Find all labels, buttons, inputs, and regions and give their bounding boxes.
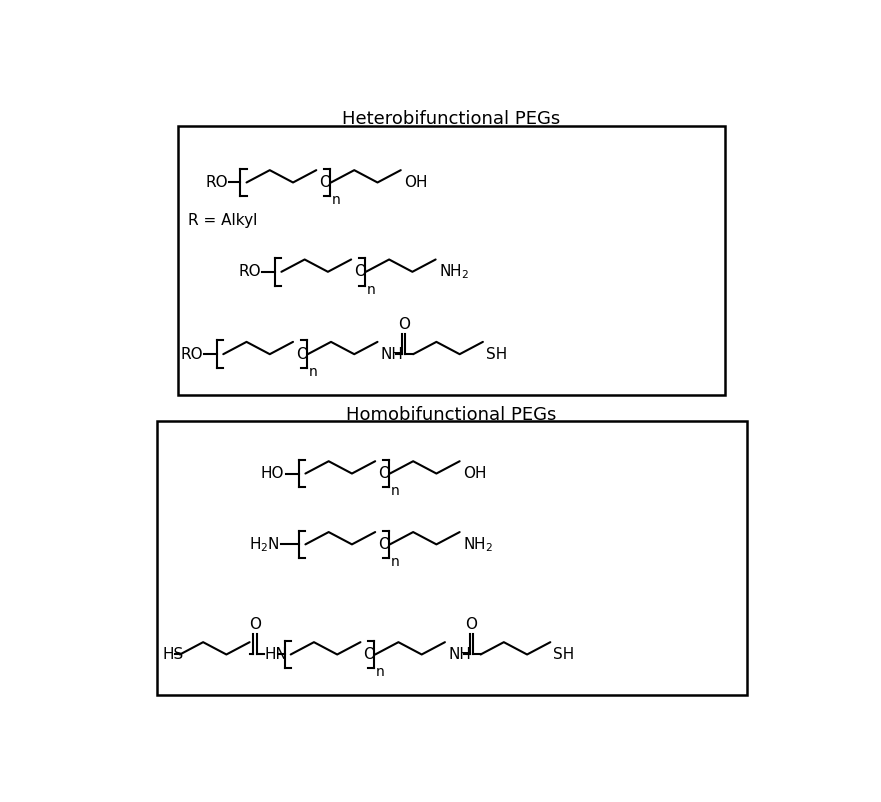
Text: O: O	[398, 317, 410, 332]
Text: O: O	[249, 618, 261, 632]
Text: O: O	[378, 466, 390, 481]
Text: NH: NH	[448, 647, 471, 662]
Text: OH: OH	[403, 175, 427, 190]
Text: RO: RO	[205, 175, 228, 190]
Bar	[157, 421, 747, 695]
Text: n: n	[376, 666, 385, 679]
Text: O: O	[354, 265, 366, 279]
Text: R = Alkyl: R = Alkyl	[188, 213, 257, 229]
Text: O: O	[378, 537, 390, 552]
Bar	[178, 125, 725, 395]
Text: O: O	[296, 346, 308, 362]
Text: SH: SH	[486, 346, 507, 362]
Text: HS: HS	[163, 647, 184, 662]
Text: O: O	[364, 647, 375, 662]
Text: NH$_2$: NH$_2$	[439, 262, 469, 282]
Text: Heterobifunctional PEGs: Heterobifunctional PEGs	[342, 110, 560, 128]
Text: NH: NH	[381, 346, 403, 362]
Text: HN: HN	[264, 647, 287, 662]
Text: n: n	[332, 193, 341, 207]
Text: O: O	[320, 175, 331, 190]
Text: n: n	[390, 555, 399, 569]
Text: SH: SH	[553, 647, 574, 662]
Text: NH$_2$: NH$_2$	[463, 535, 493, 553]
Text: RO: RO	[239, 265, 262, 279]
Text: O: O	[465, 618, 478, 632]
Text: OH: OH	[463, 466, 486, 481]
Text: n: n	[390, 484, 399, 498]
Text: RO: RO	[181, 346, 204, 362]
Text: H$_2$N: H$_2$N	[249, 535, 280, 553]
Text: n: n	[366, 282, 375, 297]
Text: HO: HO	[261, 466, 285, 481]
Text: Homobifunctional PEGs: Homobifunctional PEGs	[346, 406, 556, 423]
Text: n: n	[308, 365, 317, 379]
